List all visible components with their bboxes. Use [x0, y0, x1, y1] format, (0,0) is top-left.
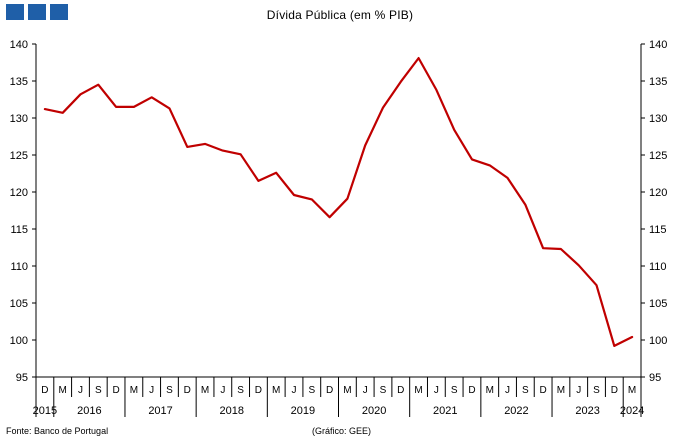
year-label: 2021: [433, 405, 457, 417]
y-tick-label-right: 95: [649, 372, 661, 384]
x-tick-label: J: [363, 385, 368, 396]
x-tick-label: J: [576, 385, 581, 396]
year-label: 2018: [219, 405, 243, 417]
y-tick-label-right: 120: [649, 187, 667, 199]
y-tick-label-left: 120: [10, 187, 28, 199]
x-tick-label: J: [149, 385, 154, 396]
y-tick-label-left: 125: [10, 150, 28, 162]
x-tick-label: J: [78, 385, 83, 396]
x-tick-label: M: [343, 385, 351, 396]
logo-block-2: [28, 4, 46, 20]
logo-block-1: [6, 4, 24, 20]
y-tick-label-right: 100: [649, 335, 667, 347]
x-tick-label: M: [557, 385, 565, 396]
y-tick-label-right: 130: [649, 113, 667, 125]
x-tick-label: J: [220, 385, 225, 396]
x-tick-label: D: [184, 385, 191, 396]
x-tick-label: S: [95, 385, 102, 396]
logo-block-3: [50, 4, 68, 20]
y-tick-label-left: 110: [10, 261, 28, 273]
y-tick-label-right: 105: [649, 298, 667, 310]
source-note: Fonte: Banco de Portugal: [6, 426, 109, 436]
x-tick-label: D: [112, 385, 119, 396]
y-tick-label-left: 130: [10, 113, 28, 125]
logo: [6, 4, 68, 20]
year-label: 2022: [504, 405, 528, 417]
x-tick-label: M: [59, 385, 67, 396]
year-label: 2020: [362, 405, 386, 417]
x-tick-label: D: [397, 385, 404, 396]
y-tick-label-left: 140: [10, 39, 28, 51]
y-tick-label-left: 95: [16, 372, 28, 384]
x-tick-label: S: [451, 385, 458, 396]
x-tick-label: D: [468, 385, 475, 396]
x-tick-label: M: [486, 385, 494, 396]
year-label: 2024: [620, 405, 644, 417]
y-tick-label-right: 115: [649, 224, 667, 236]
y-tick-label-left: 105: [10, 298, 28, 310]
x-tick-label: S: [166, 385, 173, 396]
x-tick-label: S: [593, 385, 600, 396]
y-tick-label-left: 115: [10, 224, 28, 236]
x-tick-label: J: [505, 385, 510, 396]
y-tick-label-right: 140: [649, 39, 667, 51]
x-tick-label: S: [308, 385, 315, 396]
x-tick-label: D: [540, 385, 547, 396]
x-tick-label: D: [611, 385, 618, 396]
x-tick-label: M: [414, 385, 422, 396]
y-tick-label-left: 100: [10, 335, 28, 347]
chart-title: Dívida Pública (em % PIB): [266, 8, 414, 22]
x-tick-label: S: [237, 385, 244, 396]
x-tick-label: S: [522, 385, 529, 396]
credit-note: (Gráfico: GEE): [312, 426, 372, 436]
x-tick-label: M: [628, 385, 636, 396]
x-tick-label: M: [201, 385, 209, 396]
y-tick-label-right: 135: [649, 76, 667, 88]
x-tick-label: D: [326, 385, 333, 396]
series-line: [43, 56, 634, 347]
y-tick-label-left: 135: [10, 76, 28, 88]
year-label: 2016: [77, 405, 101, 417]
x-tick-label: J: [434, 385, 439, 396]
year-label: 2017: [148, 405, 172, 417]
y-tick-label-right: 110: [649, 261, 667, 273]
year-label: 2019: [291, 405, 315, 417]
x-tick-label: D: [41, 385, 48, 396]
x-tick-label: J: [292, 385, 297, 396]
x-tick-label: M: [130, 385, 138, 396]
y-tick-label-right: 125: [649, 150, 667, 162]
x-tick-label: D: [255, 385, 262, 396]
x-tick-label: S: [380, 385, 387, 396]
x-tick-label: M: [272, 385, 280, 396]
year-label: 2015: [33, 405, 57, 417]
year-label: 2023: [575, 405, 599, 417]
